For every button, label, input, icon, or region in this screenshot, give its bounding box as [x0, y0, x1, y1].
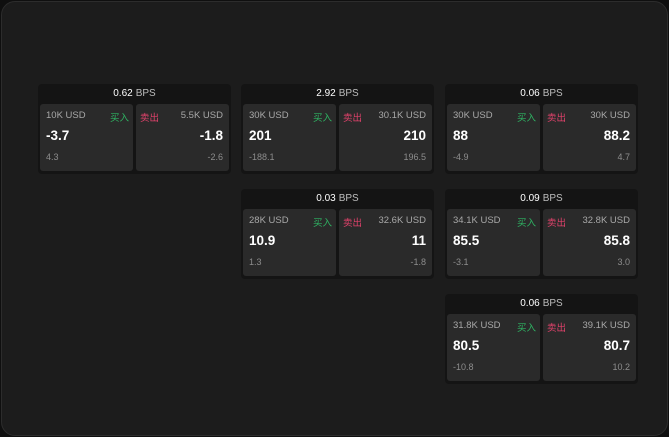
sell-change: -2.6 [207, 152, 223, 162]
spread-header: 2.92 BPS [241, 84, 434, 104]
sell-button[interactable]: 卖出 5.5K USD -1.8 -2.6 [136, 104, 229, 171]
buy-button[interactable]: 10K USD 买入 -3.7 4.3 [40, 104, 133, 171]
price-tile: 0.03 BPS 28K USD 买入 10.9 1.3 卖出 32.6K USD… [241, 189, 434, 279]
buy-change: 1.3 [249, 257, 262, 267]
buy-button[interactable]: 30K USD 买入 201 -188.1 [243, 104, 336, 171]
buy-quantity: 28K USD [249, 215, 289, 226]
spread-value: 0.06 [520, 298, 540, 309]
buy-price: 10.9 [249, 233, 276, 248]
spread-unit: BPS [338, 88, 359, 99]
buy-label: 买入 [312, 113, 332, 124]
sell-quantity: 32.8K USD [582, 215, 630, 226]
buy-quantity: 30K USD [249, 110, 289, 121]
sell-label: 卖出 [547, 218, 567, 229]
buy-button[interactable]: 31.8K USD 买入 80.5 -10.8 [447, 314, 540, 381]
sell-quantity: 5.5K USD [180, 110, 223, 121]
buy-change: -3.1 [453, 257, 469, 267]
sell-quantity: 39.1K USD [582, 320, 630, 331]
sell-price: 11 [411, 233, 426, 248]
price-tile: 0.06 BPS 30K USD 买入 88 -4.9 卖出 30K USD 88… [445, 84, 638, 174]
buy-button[interactable]: 34.1K USD 买入 85.5 -3.1 [447, 209, 540, 276]
sell-change: -1.8 [410, 257, 426, 267]
sell-price: 85.8 [603, 233, 630, 248]
sell-label: 卖出 [547, 113, 567, 124]
buy-label: 买入 [516, 218, 536, 229]
buy-change: -188.1 [249, 152, 275, 162]
buy-quantity: 10K USD [46, 110, 86, 121]
sell-button[interactable]: 卖出 39.1K USD 80.7 10.2 [543, 314, 636, 381]
buy-quantity: 31.8K USD [453, 320, 501, 331]
buy-price: 88 [453, 128, 469, 143]
spread-unit: BPS [542, 193, 563, 204]
sell-quantity: 32.6K USD [378, 215, 426, 226]
price-tile: 0.09 BPS 34.1K USD 买入 85.5 -3.1 卖出 32.8K … [445, 189, 638, 279]
buy-price: 80.5 [453, 338, 480, 353]
spread-unit: BPS [338, 193, 359, 204]
spread-unit: BPS [542, 298, 563, 309]
sell-button[interactable]: 卖出 30K USD 88.2 4.7 [543, 104, 636, 171]
sell-quantity: 30K USD [590, 110, 630, 121]
buy-change: -10.8 [453, 362, 474, 372]
spread-header: 0.06 BPS [445, 84, 638, 104]
buy-label: 买入 [109, 113, 129, 124]
spread-value: 0.09 [520, 193, 540, 204]
sell-price: -1.8 [199, 128, 223, 143]
spread-value: 0.06 [520, 88, 540, 99]
spread-header: 0.62 BPS [38, 84, 231, 104]
spread-header: 0.03 BPS [241, 189, 434, 209]
price-tile: 0.62 BPS 10K USD 买入 -3.7 4.3 卖出 5.5K USD … [38, 84, 231, 174]
sell-change: 4.7 [617, 152, 630, 162]
sell-change: 196.5 [403, 152, 426, 162]
buy-price: 201 [249, 128, 272, 143]
buy-button[interactable]: 28K USD 买入 10.9 1.3 [243, 209, 336, 276]
spread-value: 2.92 [316, 88, 336, 99]
sell-change: 3.0 [617, 257, 630, 267]
buy-quantity: 30K USD [453, 110, 493, 121]
spread-value: 0.03 [316, 193, 336, 204]
buy-change: 4.3 [46, 152, 59, 162]
sell-price: 80.7 [603, 338, 630, 353]
buy-change: -4.9 [453, 152, 469, 162]
spread-header: 0.06 BPS [445, 294, 638, 314]
sell-label: 卖出 [343, 218, 363, 229]
sell-label: 卖出 [343, 113, 363, 124]
price-tile: 0.06 BPS 31.8K USD 买入 80.5 -10.8 卖出 39.1K… [445, 294, 638, 384]
sell-price: 210 [403, 128, 426, 143]
buy-quantity: 34.1K USD [453, 215, 501, 226]
spread-unit: BPS [135, 88, 156, 99]
sell-button[interactable]: 卖出 32.6K USD 11 -1.8 [339, 209, 432, 276]
sell-quantity: 30.1K USD [378, 110, 426, 121]
buy-button[interactable]: 30K USD 买入 88 -4.9 [447, 104, 540, 171]
sell-label: 卖出 [547, 323, 567, 334]
buy-price: 85.5 [453, 233, 480, 248]
spread-unit: BPS [542, 88, 563, 99]
price-tile: 2.92 BPS 30K USD 买入 201 -188.1 卖出 30.1K U… [241, 84, 434, 174]
buy-label: 买入 [516, 323, 536, 334]
sell-button[interactable]: 卖出 32.8K USD 85.8 3.0 [543, 209, 636, 276]
buy-price: -3.7 [46, 128, 70, 143]
buy-label: 买入 [516, 113, 536, 124]
sell-price: 88.2 [603, 128, 630, 143]
sell-label: 卖出 [140, 113, 160, 124]
sell-button[interactable]: 卖出 30.1K USD 210 196.5 [339, 104, 432, 171]
spread-header: 0.09 BPS [445, 189, 638, 209]
sell-change: 10.2 [612, 362, 630, 372]
spread-value: 0.62 [113, 88, 133, 99]
buy-label: 买入 [312, 218, 332, 229]
